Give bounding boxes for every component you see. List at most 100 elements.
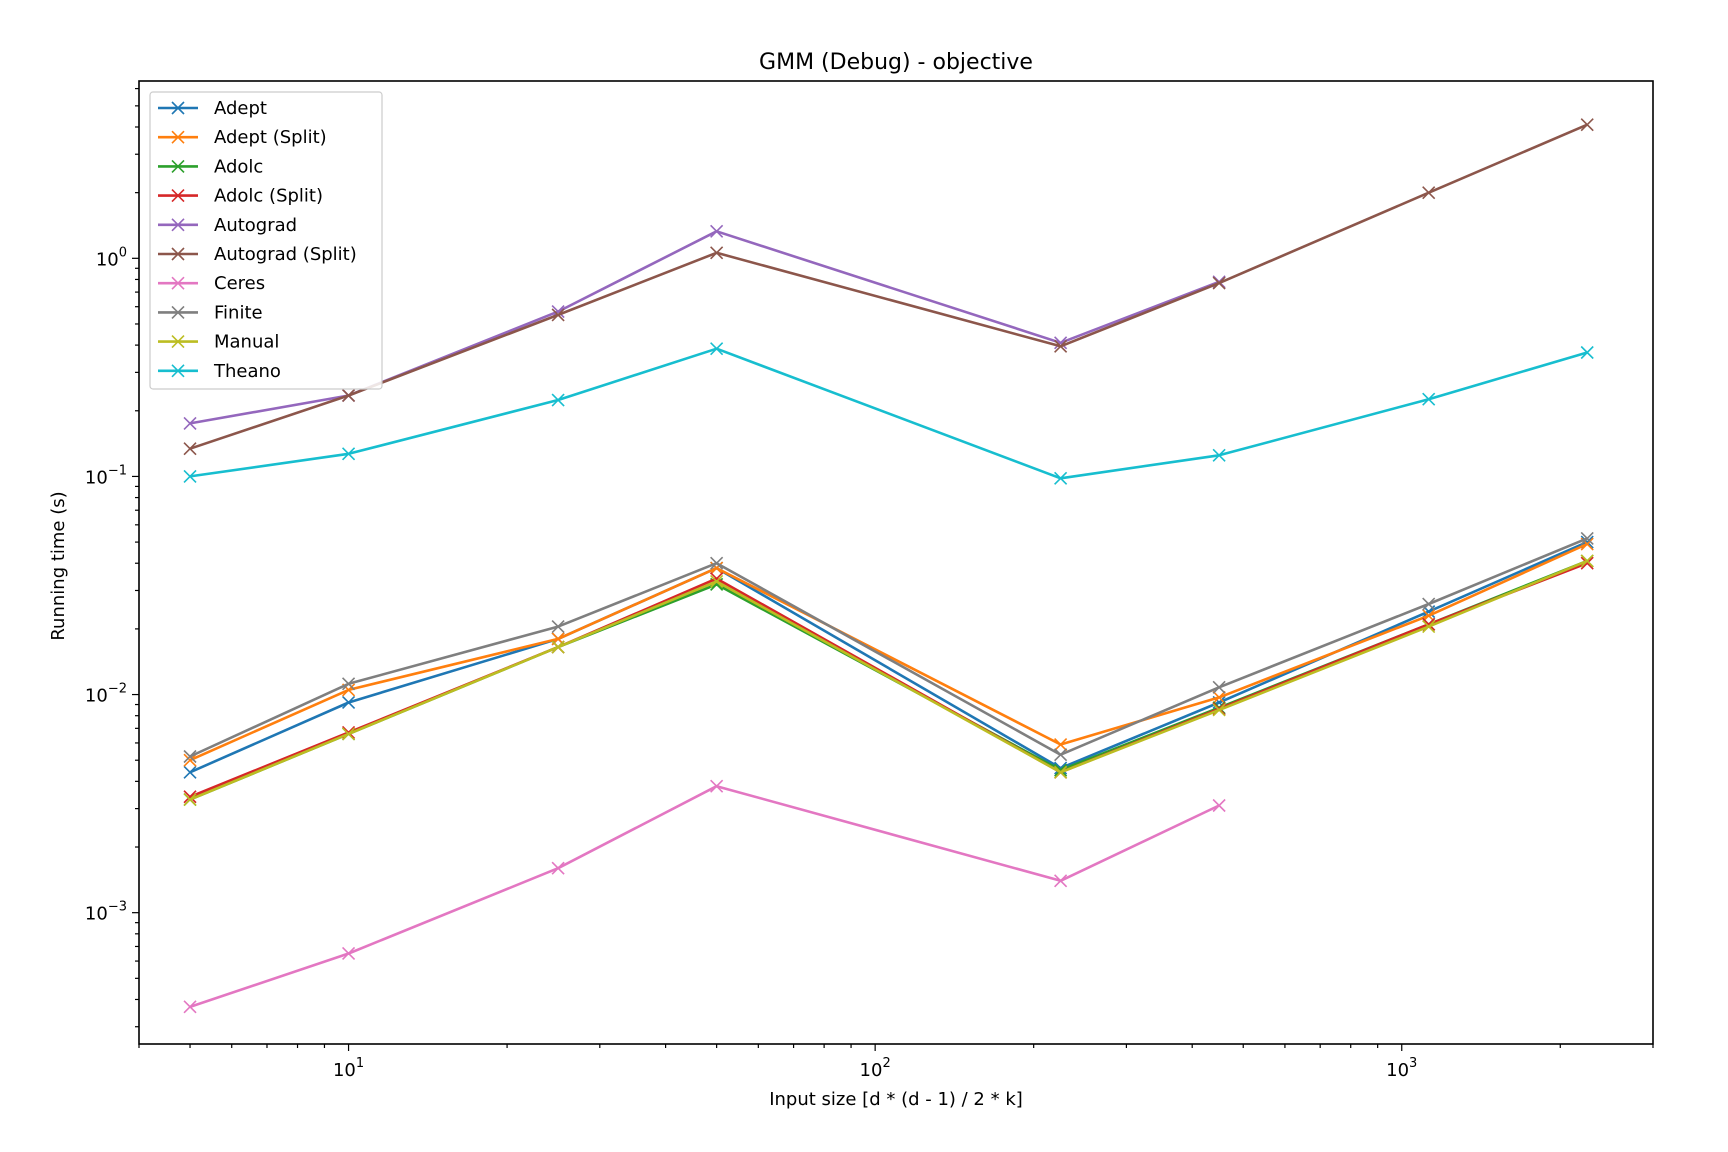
data-point [341, 447, 356, 461]
series-theano [183, 342, 1594, 485]
series-line-autograd-split [189, 123, 1588, 450]
data-point [183, 1000, 197, 1014]
legend-item-autograd: Autograd [158, 215, 297, 236]
legend-item-manual: Manual [158, 332, 279, 353]
data-point [1054, 339, 1068, 353]
legend-marker [171, 189, 185, 203]
legend-label: Theano [213, 361, 281, 382]
data-point [551, 308, 565, 322]
data-point [183, 793, 197, 807]
legend-marker [171, 218, 185, 232]
data-point [183, 442, 197, 456]
x-tick-label: 102 [860, 1056, 891, 1081]
data-point [551, 640, 565, 654]
y-tick-label: 100 [96, 245, 127, 270]
legend: Adept Adept (Split) Adolc Adolc (Split) Auto… [149, 91, 383, 390]
data-point [710, 342, 724, 356]
plot-area [183, 118, 1594, 1014]
legend-item-ceres: Ceres [158, 273, 265, 294]
data-point [341, 946, 356, 961]
data-point [183, 469, 197, 484]
y-axis-label: Running time (s) [48, 491, 69, 640]
y-tick-label: 10−2 [85, 682, 127, 707]
data-point [1580, 531, 1594, 545]
data-point [551, 861, 565, 875]
x-axis-label: Input size [d * (d - 1) / 2 * k] [769, 1089, 1023, 1110]
legend-label: Adolc [214, 156, 263, 177]
data-point [1212, 448, 1226, 462]
data-point [1422, 597, 1436, 611]
data-point [341, 695, 356, 710]
data-point [183, 753, 197, 767]
data-point [710, 246, 724, 260]
data-point [710, 574, 724, 589]
data-point [1212, 276, 1226, 290]
series-line-ceres [189, 784, 1220, 1009]
data-point [1054, 471, 1068, 485]
data-point [183, 749, 197, 764]
legend-item-adolc-split: Adolc (Split) [158, 186, 323, 207]
series-line-autograd [189, 230, 1220, 425]
data-point [1054, 763, 1068, 777]
legend-item-adept-split: Adept (Split) [158, 127, 327, 148]
legend-label: Ceres [214, 273, 265, 294]
data-point [183, 765, 197, 779]
data-point [1054, 336, 1068, 350]
legend-item-theano: Theano [158, 361, 281, 382]
series-autograd-split [183, 118, 1594, 456]
legend-item-finite: Finite [158, 302, 263, 323]
legend-marker [171, 276, 185, 290]
data-point [1212, 680, 1226, 694]
data-point [1580, 556, 1594, 570]
x-tick-label: 103 [1386, 1056, 1417, 1081]
legend-label: Finite [214, 302, 263, 323]
y-tick-label: 10−1 [85, 463, 127, 488]
legend-item-adolc: Adolc [158, 156, 263, 177]
legend-label: Adolc (Split) [214, 186, 323, 207]
x-tick-label: 101 [333, 1056, 364, 1081]
chart-title: GMM (Debug) - objective [759, 50, 1033, 75]
axes-frame [138, 80, 1654, 1045]
legend-marker [171, 101, 185, 115]
legend-marker [171, 247, 185, 261]
legend-marker [171, 305, 185, 319]
series-line-adept [189, 540, 1588, 774]
legend-item-adept: Adept [158, 98, 267, 119]
data-point [1422, 619, 1436, 634]
data-point [1580, 345, 1594, 360]
data-point [183, 790, 197, 804]
series-line-manual [189, 559, 1588, 801]
series-line-adept-split [189, 542, 1588, 762]
legend-label: Adept [214, 98, 267, 119]
legend-label: Autograd (Split) [214, 244, 357, 265]
series-line-theano [189, 347, 1588, 480]
series-manual [183, 554, 1594, 807]
legend-marker [171, 159, 185, 173]
series-line-finite [189, 537, 1588, 758]
data-point [183, 416, 197, 430]
data-point [1054, 874, 1068, 888]
data-point [710, 779, 724, 793]
legend-item-autograd-split: Autograd (Split) [158, 244, 357, 265]
data-point [1212, 690, 1226, 705]
data-point [341, 388, 356, 403]
series-ceres [183, 779, 1226, 1014]
data-point [710, 556, 724, 570]
legend-label: Autograd [214, 215, 297, 236]
data-point [551, 619, 565, 634]
legend-marker [171, 364, 185, 378]
x-axis-ticks: 101 102 103 [138, 1044, 1654, 1081]
legend-marker [171, 335, 185, 349]
legend-marker [171, 130, 185, 144]
data-point [1054, 765, 1068, 779]
y-tick-label: 10−3 [85, 900, 127, 925]
legend-label: Adept (Split) [214, 127, 327, 148]
data-point [1580, 118, 1594, 132]
y-axis-ticks: 10−3 10−2 10−1 100 [85, 87, 139, 1028]
legend-box [149, 91, 383, 390]
data-point [1422, 186, 1436, 200]
data-point [1212, 703, 1226, 717]
data-point [1212, 798, 1226, 813]
data-point [551, 393, 565, 407]
